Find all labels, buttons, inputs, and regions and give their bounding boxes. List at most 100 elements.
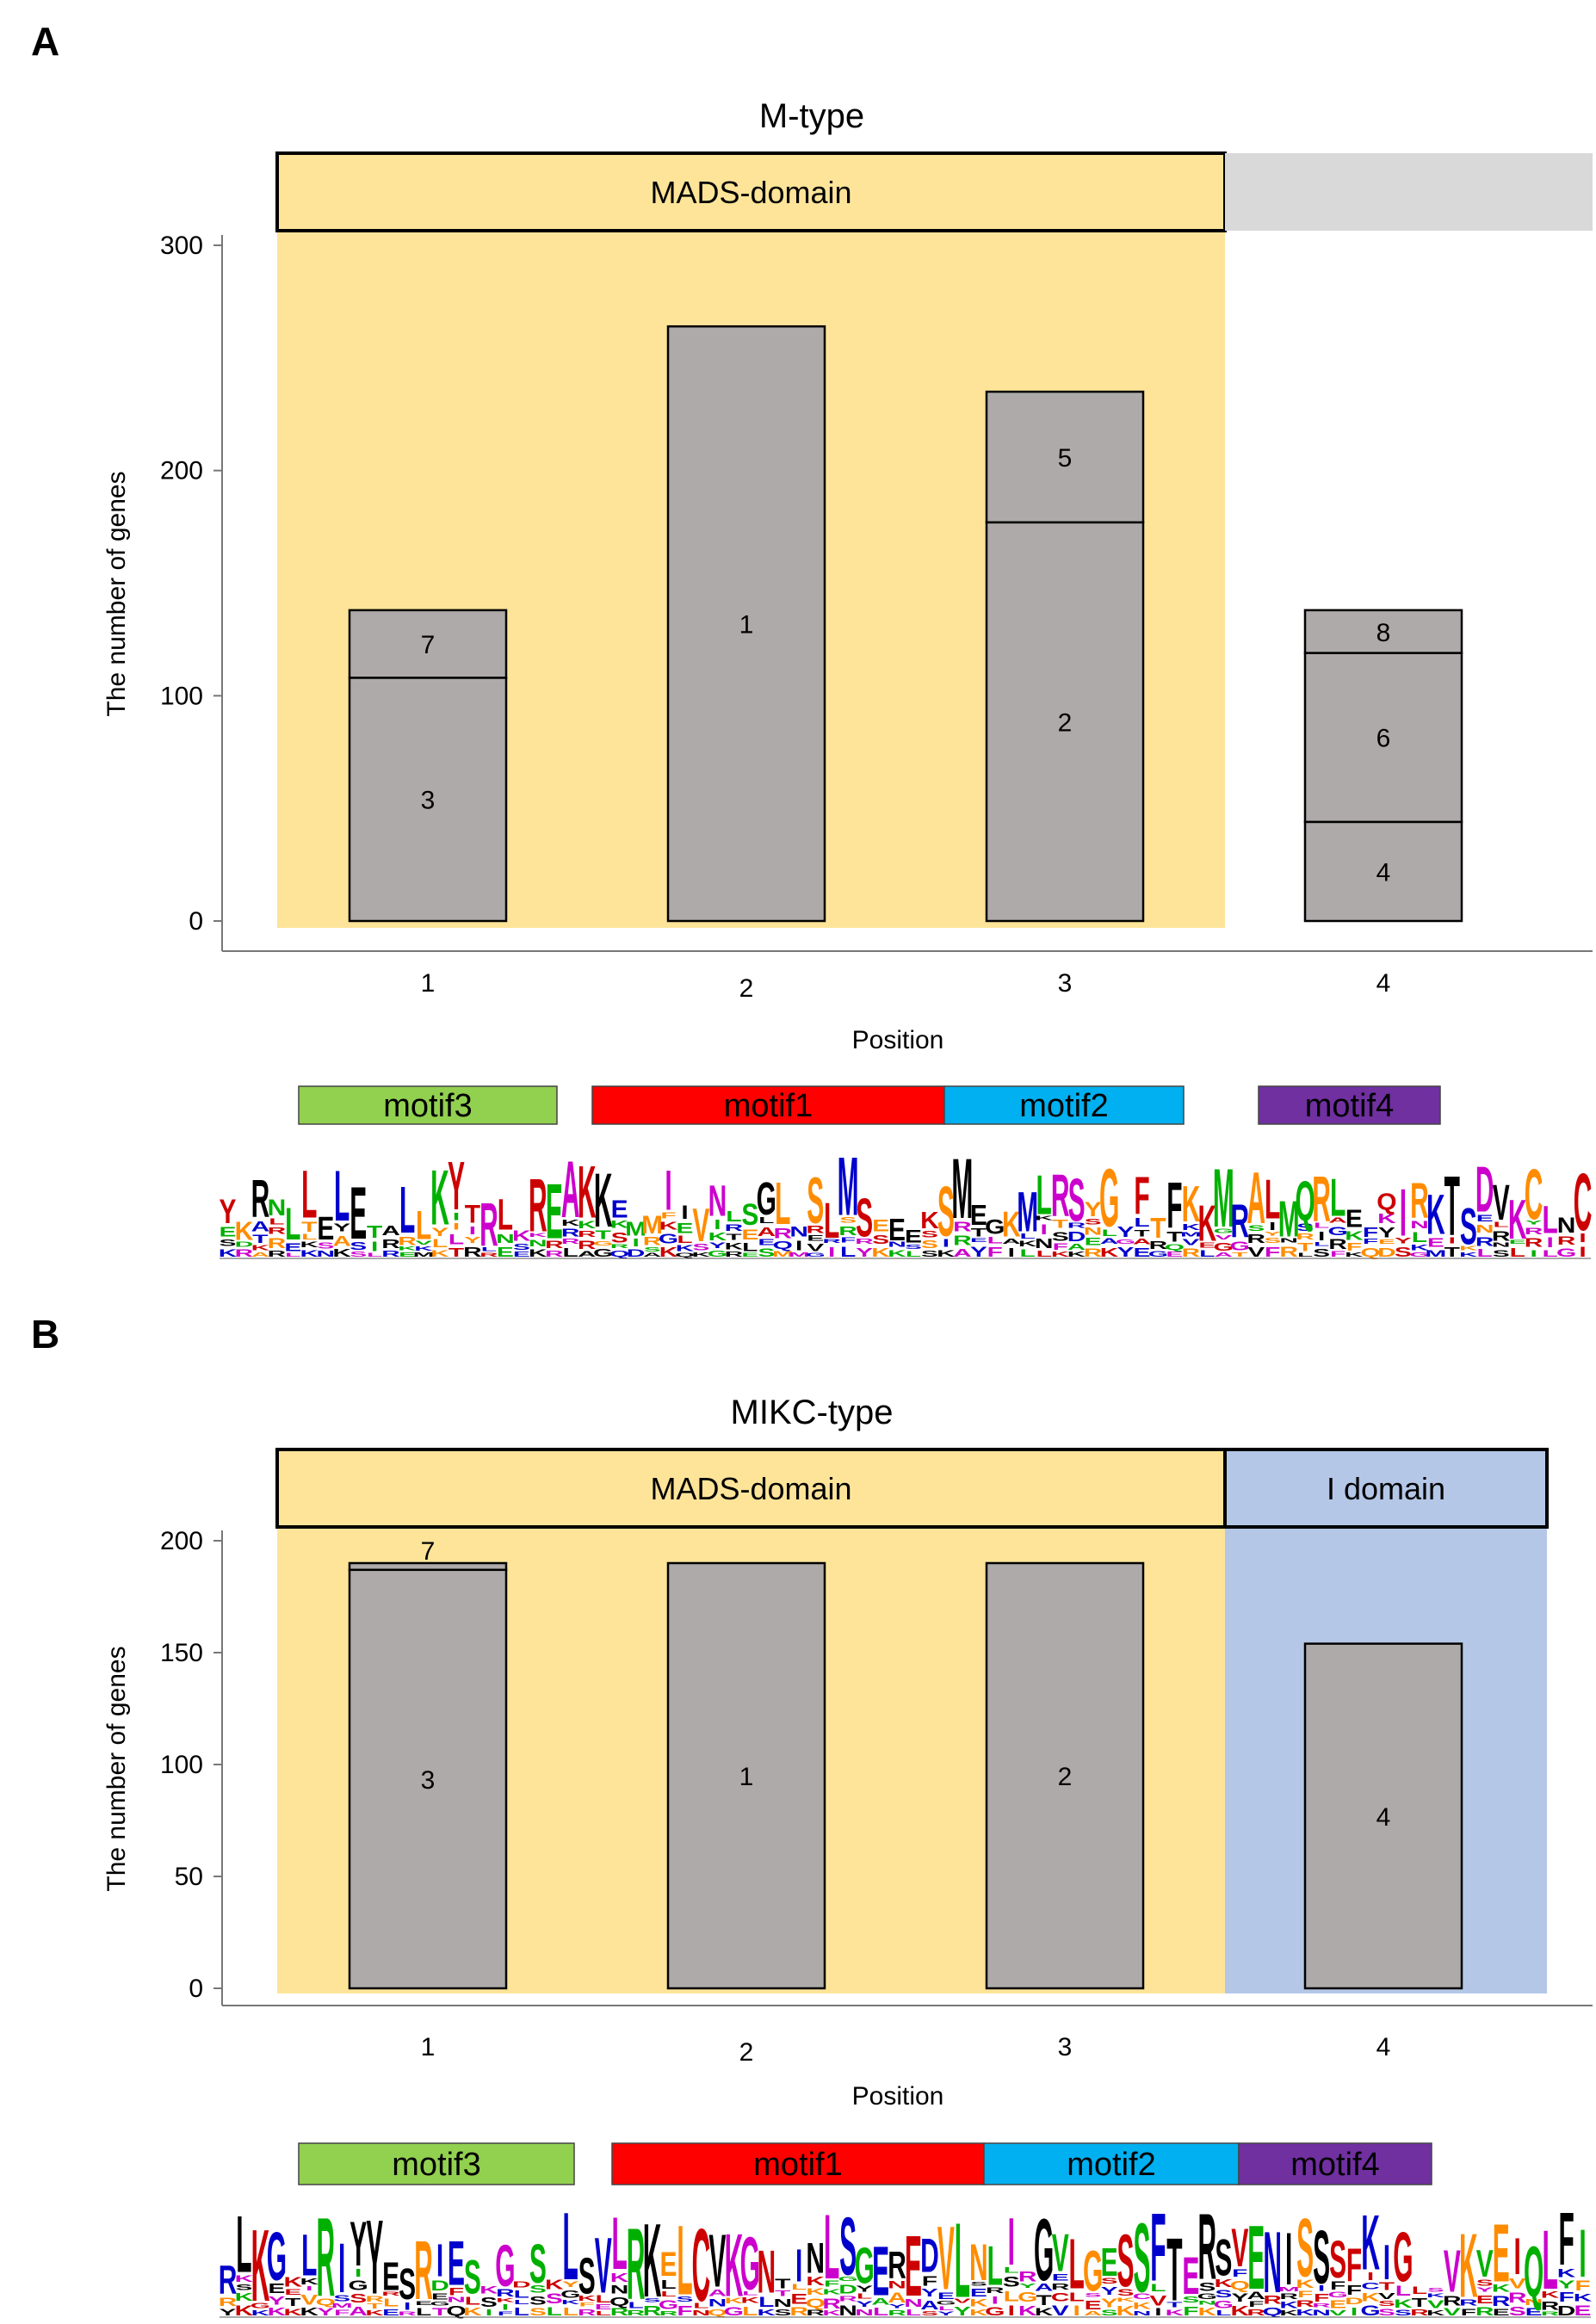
logo-letter: S bbox=[1101, 2277, 1118, 2285]
logo-letter: N bbox=[1035, 1236, 1054, 1252]
logo-letter: K bbox=[1197, 2306, 1216, 2318]
logo-letter: K bbox=[1394, 2297, 1413, 2311]
logo-letter: R bbox=[1410, 2308, 1429, 2317]
logo-letter: K bbox=[251, 1244, 270, 1252]
logo-letter: F bbox=[1297, 2289, 1313, 2299]
logo-letter: E bbox=[1493, 2207, 1510, 2299]
logo-letter: R bbox=[1279, 1245, 1298, 1261]
logo-letter: S bbox=[1198, 2280, 1216, 2294]
logo-letter: L bbox=[1330, 1169, 1345, 1228]
logo-letter: V bbox=[1509, 2276, 1526, 2291]
logo-letter: S bbox=[1296, 1221, 1314, 1233]
bar-segment-label: 4 bbox=[1376, 858, 1391, 887]
logo-letter: G bbox=[659, 2298, 678, 2312]
logo-letter: K bbox=[251, 2309, 270, 2317]
logo-letter: F bbox=[824, 2279, 839, 2289]
motif-legend-bar bbox=[298, 2142, 575, 2185]
logo-letter: I bbox=[1400, 1177, 1407, 1251]
logo-letter: N bbox=[904, 2296, 923, 2309]
y-axis-title: The number of genes bbox=[102, 1646, 131, 1891]
logo-letter: R bbox=[1557, 1233, 1576, 1247]
mads-domain-header bbox=[275, 1448, 1227, 1529]
motif-legend-label: motif3 bbox=[392, 2147, 480, 2183]
logo-letter: Y bbox=[937, 2310, 956, 2316]
logo-letter: V bbox=[1427, 2298, 1445, 2310]
logo-letter: F bbox=[840, 1236, 856, 1244]
logo-letter: M bbox=[1180, 1231, 1202, 1238]
logo-letter: S bbox=[350, 1239, 367, 1252]
logo-letter: E bbox=[399, 1251, 416, 1258]
logo-letter: R bbox=[838, 1225, 857, 1239]
logo-letter: Y bbox=[464, 1235, 481, 1245]
logo-letter: K bbox=[937, 1247, 956, 1258]
logo-letter: E bbox=[415, 2300, 432, 2307]
logo-letter: A bbox=[888, 2290, 906, 2307]
logo-letter: K bbox=[1100, 1245, 1119, 1260]
logo-letter: L bbox=[416, 2306, 431, 2318]
logo-letter: V bbox=[415, 1239, 433, 1246]
logo-letter: E bbox=[546, 1169, 563, 1256]
logo-letter: L bbox=[334, 1156, 350, 1236]
logo-letter: S bbox=[235, 2283, 252, 2292]
logo-letter: K bbox=[219, 1247, 238, 1259]
logo-letter: L bbox=[1199, 1248, 1216, 1258]
logo-letter: K bbox=[594, 1159, 613, 1244]
logo-letter: S bbox=[644, 2297, 661, 2303]
logo-letter: G bbox=[1230, 1239, 1250, 1254]
logo-letter: G bbox=[593, 1246, 613, 1258]
bar-segment bbox=[985, 1561, 1145, 1990]
logo-letter: T bbox=[367, 2302, 383, 2310]
y-tick-label: 300 bbox=[160, 232, 203, 260]
bar-segment bbox=[348, 677, 508, 923]
y-tick-label: 100 bbox=[160, 1751, 203, 1779]
logo-letter: K bbox=[529, 1247, 547, 1259]
logo-letter: K bbox=[1117, 2303, 1135, 2319]
x-axis-title: Position bbox=[852, 1026, 944, 1054]
logo-letter: K bbox=[1296, 2278, 1315, 2290]
logo-letter: R bbox=[1279, 2292, 1298, 2301]
logo-letter: A bbox=[1100, 1237, 1119, 1245]
logo-letter: R bbox=[479, 1190, 498, 1259]
logo-letter: N bbox=[1084, 1225, 1103, 1237]
logo-letter: R bbox=[235, 1247, 254, 1258]
logo-letter: S bbox=[1215, 2288, 1232, 2300]
logo-letter: T bbox=[1379, 2280, 1395, 2292]
logo-letter: R bbox=[1443, 2294, 1462, 2309]
logo-letter: E bbox=[431, 2291, 448, 2302]
logo-letter: L bbox=[1297, 1252, 1313, 1258]
logo-letter: C bbox=[1574, 1157, 1593, 1247]
logo-letter: S bbox=[529, 2306, 547, 2318]
logo-letter: L bbox=[448, 1232, 464, 1248]
logo-letter: L bbox=[301, 1156, 317, 1233]
logo-letter: E bbox=[807, 1233, 824, 1242]
logo-letter: F bbox=[1346, 2240, 1362, 2292]
logo-letter: A bbox=[381, 1223, 400, 1239]
logo-letter: A bbox=[643, 1252, 662, 1258]
logo-letter: T bbox=[1166, 2221, 1182, 2321]
bar-segment-label: 7 bbox=[421, 1537, 436, 1566]
logo-letter: V bbox=[937, 2209, 955, 2309]
logo-letter: R bbox=[822, 2296, 841, 2313]
logo-letter: G bbox=[593, 1239, 613, 1247]
i-domain-label: I domain bbox=[1327, 1471, 1445, 1506]
logo-letter: Q bbox=[1295, 1170, 1315, 1233]
logo-letter: R bbox=[610, 2306, 629, 2317]
logo-letter: K bbox=[1361, 2200, 1380, 2287]
logo-letter: D bbox=[920, 2228, 939, 2283]
logo-letter: L bbox=[563, 1245, 578, 1259]
logo-letter: S bbox=[1085, 1217, 1102, 1227]
logo-letter: D bbox=[512, 2279, 531, 2289]
logo-letter: R bbox=[1263, 2293, 1282, 2306]
logo-letter: S bbox=[1509, 2304, 1526, 2318]
logo-letter: G bbox=[1116, 1238, 1135, 1245]
logo-letter: K bbox=[300, 2277, 319, 2287]
logo-letter: I bbox=[1269, 1220, 1276, 1233]
logo-letter: Y bbox=[1117, 1245, 1135, 1260]
logo-letter: R bbox=[578, 1229, 597, 1239]
logo-letter: G bbox=[740, 2222, 760, 2306]
logo-letter: N bbox=[708, 1176, 727, 1225]
logo-letter: L bbox=[742, 2290, 758, 2296]
logo-letter: S bbox=[1264, 1236, 1281, 1245]
logo-letter: I bbox=[632, 1237, 639, 1249]
logo-letter: L bbox=[1412, 1230, 1427, 1245]
